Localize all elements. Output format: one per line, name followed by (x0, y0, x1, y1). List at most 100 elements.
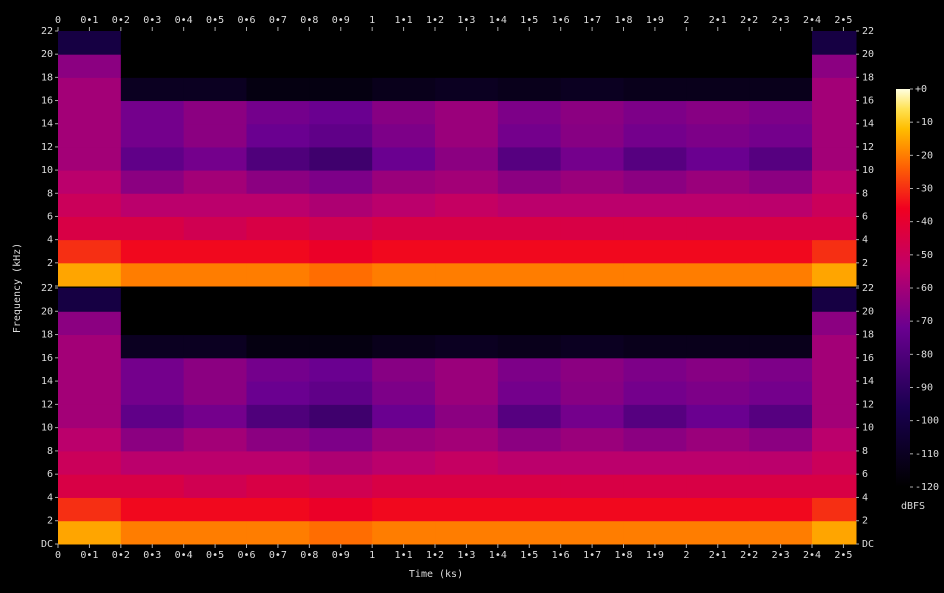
spectrogram-cell (183, 450, 248, 475)
spectrogram-cell (560, 474, 625, 498)
y-tick-label: 12 (41, 142, 53, 153)
spectrogram-cell (435, 123, 499, 148)
spectrogram-cell (372, 311, 436, 336)
spectrogram-cell (246, 357, 310, 382)
spectrogram-cell (120, 77, 185, 102)
x-tick-label: 2•1 (709, 550, 727, 561)
spectrogram-cell (246, 100, 310, 125)
colorbar-tick-label: -80 (915, 349, 933, 360)
x-axis-label: Time (ks) (409, 569, 463, 580)
spectrogram-cell (623, 311, 687, 336)
spectrogram-cell (120, 216, 185, 241)
x-tick-label: 1•5 (520, 15, 538, 26)
y-tick-label: 14 (41, 376, 53, 387)
spectrogram-cell (749, 77, 813, 102)
y-tick-label: 4 (862, 492, 868, 503)
spectrogram-cell (58, 288, 122, 312)
spectrogram-cell (497, 123, 562, 148)
spectrogram-cell (435, 474, 499, 498)
x-tick-label: 0•8 (300, 550, 318, 561)
spectrogram-cell (183, 77, 248, 102)
spectrogram-cell (435, 146, 499, 171)
spectrogram-cell (58, 100, 122, 125)
spectrogram-cell (309, 427, 373, 452)
spectrogram-cell (686, 497, 750, 522)
spectrogram-cell (58, 77, 122, 102)
spectrogram-cell (246, 31, 310, 55)
spectrogram-cell (749, 146, 813, 171)
spectrogram-cell (749, 334, 813, 359)
y-tick-label: 2 (47, 516, 53, 527)
spectrogram-cell (372, 474, 436, 498)
spectrogram-cell (560, 450, 625, 475)
spectrogram-cell (749, 262, 813, 287)
spectrogram-cell (560, 381, 625, 405)
spectrogram-cell (812, 31, 857, 55)
spectrogram-cell (749, 31, 813, 55)
spectrogram-cell (623, 450, 687, 475)
spectrogram-cell (58, 427, 122, 452)
colorbar-label: dBFS (901, 501, 925, 512)
spectrogram-cell (309, 239, 373, 264)
spectrogram-cell (120, 170, 185, 194)
spectrogram-cell (120, 427, 185, 452)
spectrogram-cell (560, 288, 625, 312)
x-tick-label: 0•2 (112, 15, 130, 26)
spectrogram-cell (497, 497, 562, 522)
spectrogram-cell (372, 520, 436, 545)
spectrogram-cell (560, 520, 625, 545)
spectrogram-cell (560, 100, 625, 125)
spectrogram-cell (623, 520, 687, 545)
spectrogram-cell (686, 262, 750, 287)
spectrogram-cell (309, 520, 373, 545)
x-tick-label: 1 (369, 550, 375, 561)
spectrogram-cell (812, 123, 857, 148)
colorbar-tick-label: -100 (915, 416, 939, 427)
spectrogram-cell (560, 193, 625, 217)
spectrogram-cell (560, 311, 625, 336)
spectrogram-cell (749, 520, 813, 545)
y-tick-label: 22 (41, 283, 53, 294)
spectrogram-cell (497, 170, 562, 194)
x-tick-label: 0•4 (175, 15, 193, 26)
spectrogram-cell (435, 497, 499, 522)
spectrogram-cell (749, 427, 813, 452)
spectrogram-cell (686, 288, 750, 312)
colorbar-tick-label: -110 (915, 449, 939, 460)
x-tick-label: 0•1 (80, 550, 98, 561)
y-tick-label: 18 (862, 72, 874, 83)
spectrogram-cell (246, 381, 310, 405)
spectrogram-cell (623, 31, 687, 55)
x-tick-label: 0 (55, 550, 61, 561)
spectrogram-cell (560, 357, 625, 382)
x-tick-label: 0•3 (143, 15, 161, 26)
spectrogram-cell (812, 146, 857, 171)
spectrogram-cell (58, 193, 122, 217)
spectrogram-cell (120, 450, 185, 475)
spectrogram-cell (372, 239, 436, 264)
y-tick-label: 8 (47, 188, 53, 199)
spectrogram-cell (497, 450, 562, 475)
y-tick-label: 12 (862, 399, 874, 410)
x-tick-label: 2 (683, 550, 689, 561)
spectrogram-cell (497, 520, 562, 545)
spectrogram-cell (686, 474, 750, 498)
x-tick-label: 1•2 (426, 15, 444, 26)
spectrogram-cell (686, 334, 750, 359)
x-tick-label: 2•5 (834, 550, 852, 561)
y-tick-label: 10 (41, 165, 53, 176)
x-tick-label: 0•5 (206, 15, 224, 26)
spectrogram-cell (749, 288, 813, 312)
x-tick-label: 0 (55, 15, 61, 26)
spectrogram-cell (560, 404, 625, 429)
spectrogram-cell (749, 239, 813, 264)
spectrogram-cell (812, 404, 857, 429)
spectrogram-cell (246, 474, 310, 498)
spectrogram-cell (183, 31, 248, 55)
x-tick-label: 1•7 (583, 550, 601, 561)
spectrogram-cell (309, 288, 373, 312)
spectrogram-cell (120, 54, 185, 78)
spectrogram-cell (372, 146, 436, 171)
spectrogram-cell (246, 288, 310, 312)
spectrogram-cell (120, 311, 185, 336)
